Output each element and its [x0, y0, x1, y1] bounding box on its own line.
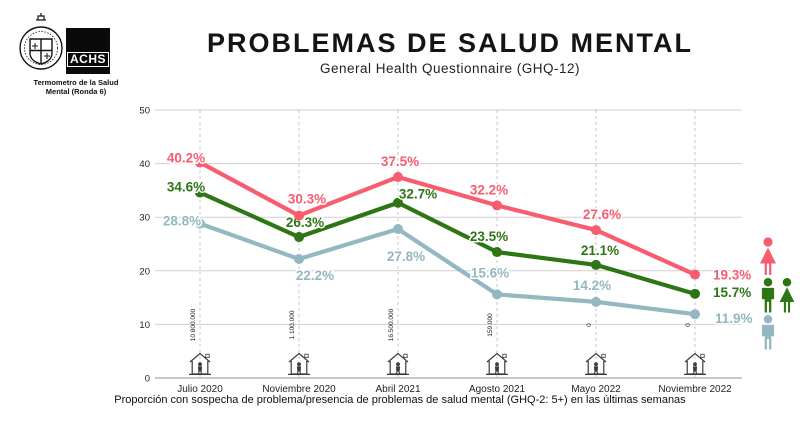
data-point: [195, 157, 205, 168]
page-subtitle: General Health Questionnaire (GHQ-12): [319, 61, 581, 76]
data-point: [195, 187, 205, 198]
data-point: [393, 172, 403, 182]
man-icon: [761, 315, 775, 350]
data-point: [294, 210, 304, 221]
data-point: [294, 232, 304, 243]
data-point: [591, 225, 601, 236]
logo-caption-line1: Termometro de la Salud: [33, 78, 119, 87]
quarantine-count-label: 0: [586, 323, 593, 327]
achs-logo: ACHS: [66, 28, 110, 74]
stay-home-icon: [684, 352, 706, 375]
man-woman-icon: [761, 278, 795, 313]
quarantine-count-label: 1.100.000: [289, 310, 296, 339]
value-label: 15.6%: [471, 265, 509, 280]
y-axis-tick: 0: [145, 374, 150, 385]
value-label: 21.1%: [581, 243, 619, 258]
y-axis-tick: 30: [139, 213, 150, 224]
value-label: 28.8%: [163, 214, 201, 229]
value-label: 34.6%: [167, 180, 205, 195]
x-axis-label: Agosto 2021: [469, 384, 526, 395]
logo-caption: Termometro de la Salud Mental (Ronda 6): [16, 78, 136, 96]
value-label: 11.9%: [715, 311, 753, 326]
stay-home-icon: [387, 352, 409, 375]
value-label: 26.3%: [286, 215, 324, 230]
y-axis-tick: 50: [139, 106, 150, 117]
data-point: [393, 223, 403, 234]
series-line-total-hombres-y-mujeres: [197, 190, 698, 296]
value-label: 22.2%: [296, 268, 334, 283]
series-line-mujeres: [197, 160, 698, 277]
x-axis-label: Julio 2020: [177, 384, 223, 395]
page-title: PROBLEMAS DE SALUD MENTAL: [207, 28, 693, 58]
quarantine-count-label: 10.800.000: [190, 308, 197, 341]
quarantine-count-label: 159.000: [487, 313, 494, 337]
value-label: 30.3%: [288, 192, 326, 207]
stay-home-icon: [288, 352, 310, 375]
data-point: [690, 309, 700, 320]
stay-home-icon: [486, 352, 508, 375]
data-point: [591, 296, 601, 307]
quarantine-count-label: 0: [685, 323, 692, 327]
chart-caption: Proporción con sospecha de problema/pres…: [114, 394, 686, 406]
title-block: PROBLEMAS DE SALUD MENTAL General Health…: [170, 28, 730, 76]
logo-caption-line2: Mental (Ronda 6): [45, 87, 107, 96]
y-axis-tick: 20: [139, 266, 150, 277]
value-label: 37.5%: [381, 154, 419, 169]
x-axis-label: Abril 2021: [375, 384, 420, 395]
data-point: [195, 218, 205, 229]
data-point: [690, 288, 700, 299]
value-label: 19.3%: [713, 268, 751, 283]
value-label: 32.7%: [399, 187, 437, 202]
value-label: 14.2%: [573, 278, 611, 293]
data-point: [591, 259, 601, 270]
woman-icon: [760, 237, 776, 275]
x-axis-label: Mayo 2022: [571, 384, 621, 395]
value-label: 27.6%: [583, 207, 621, 222]
data-point: [294, 254, 304, 265]
data-point: [492, 289, 502, 300]
value-label: 23.5%: [470, 229, 508, 244]
quarantine-count-label: 16.500.000: [388, 308, 395, 341]
value-label: 40.2%: [167, 151, 205, 166]
y-axis-tick: 10: [139, 320, 150, 331]
data-point: [492, 247, 502, 258]
x-axis-label: Noviembre 2022: [658, 384, 732, 395]
stay-home-icon: [189, 352, 211, 375]
y-axis-tick: 40: [139, 159, 150, 170]
data-point: [393, 197, 403, 208]
data-point: [690, 269, 700, 280]
achs-logo-text: ACHS: [66, 52, 109, 67]
stay-home-icon: [585, 352, 607, 375]
value-label: 27.8%: [387, 249, 425, 264]
value-label: 15.7%: [713, 285, 751, 300]
series-line-hombres: [197, 221, 698, 317]
uc-crest-logo: [19, 13, 63, 70]
data-point: [492, 200, 502, 211]
value-label: 32.2%: [470, 182, 508, 197]
x-axis-label: Noviembre 2020: [262, 384, 336, 395]
